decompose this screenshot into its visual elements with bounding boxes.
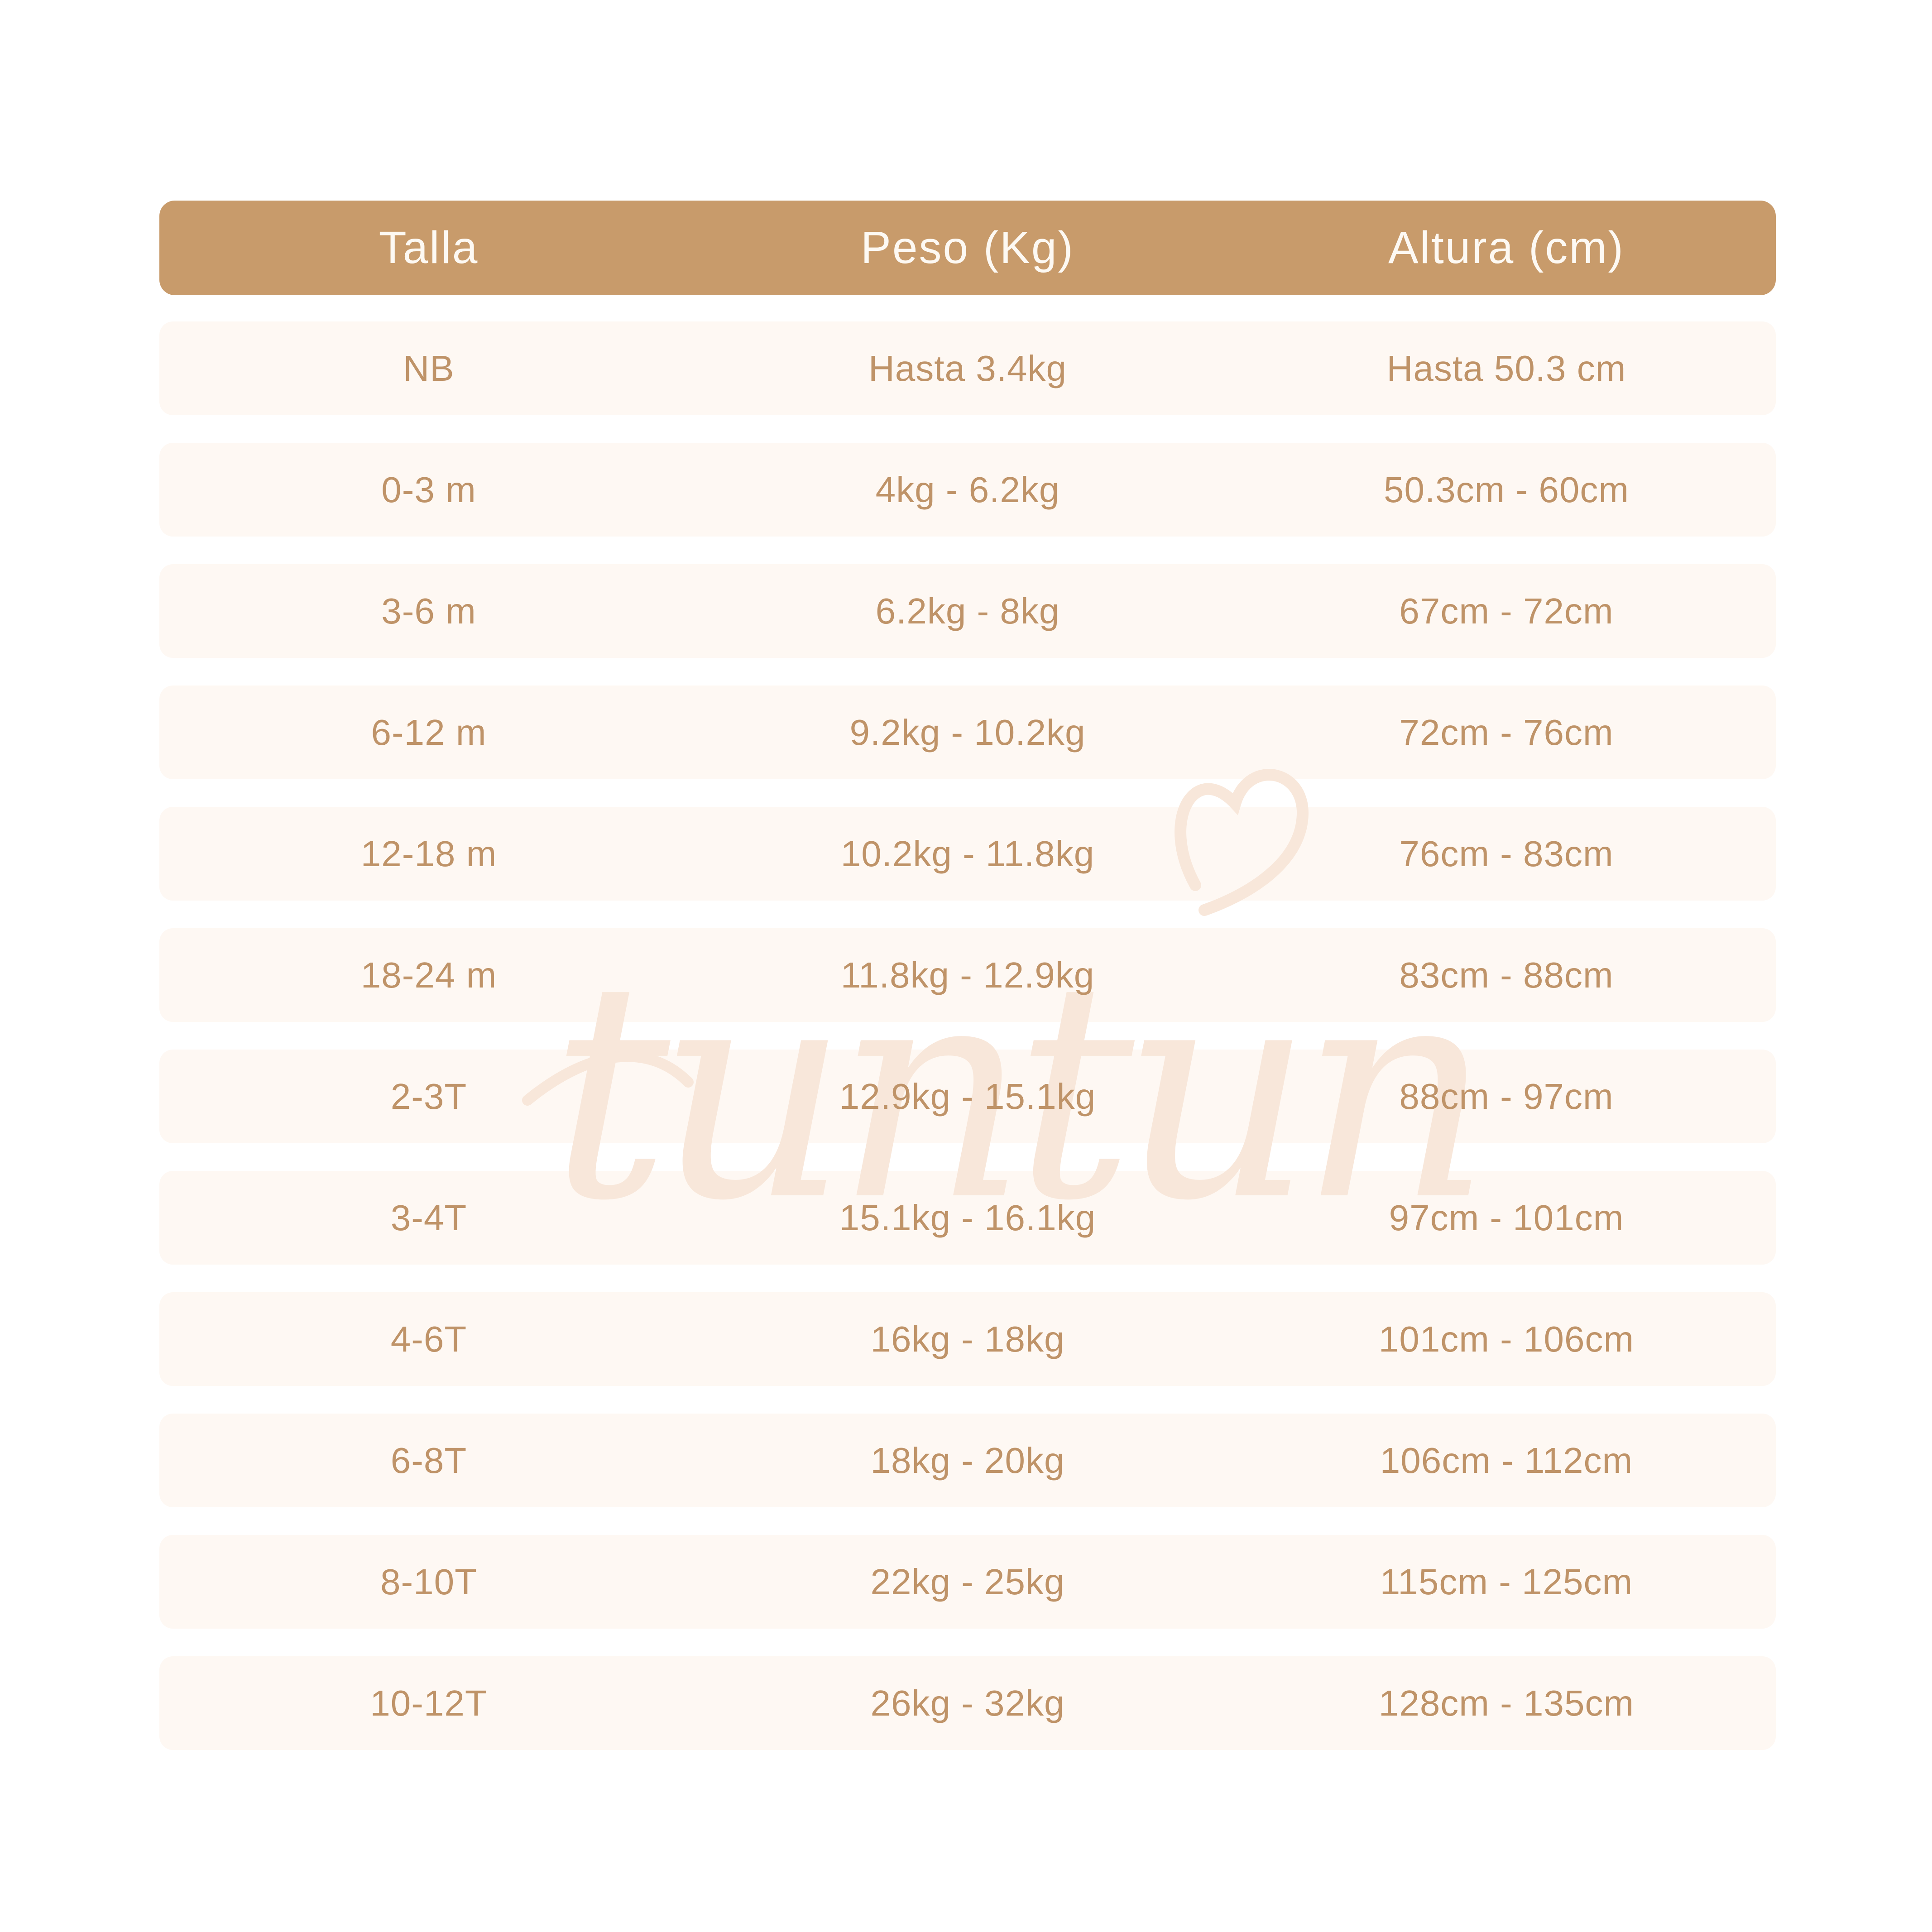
header-cell-talla: Talla xyxy=(379,222,479,273)
cell-peso: 16kg - 18kg xyxy=(870,1318,1065,1359)
cell-peso: Hasta 3.4kg xyxy=(868,348,1067,388)
cell-altura: 88cm - 97cm xyxy=(1399,1076,1614,1117)
table-row: 6-8T 18kg - 20kg 106cm - 112cm xyxy=(159,1414,1776,1507)
cell-altura: 67cm - 72cm xyxy=(1399,590,1614,631)
cell-altura: 72cm - 76cm xyxy=(1399,712,1614,753)
header-cell-peso: Peso (Kg) xyxy=(861,222,1074,273)
table-row: 10-12T 26kg - 32kg 128cm - 135cm xyxy=(159,1656,1776,1750)
cell-peso: 12.9kg - 15.1kg xyxy=(839,1076,1096,1117)
cell-peso: 11.8kg - 12.9kg xyxy=(840,954,1095,995)
table-row: 2-3T 12.9kg - 15.1kg 88cm - 97cm xyxy=(159,1050,1776,1143)
size-chart-table: Talla Peso (Kg) Altura (cm) NB Hasta 3.4… xyxy=(159,201,1776,1778)
cell-talla: 8-10T xyxy=(380,1561,477,1602)
cell-talla: 6-12 m xyxy=(371,712,487,753)
cell-peso: 18kg - 20kg xyxy=(870,1440,1065,1481)
table-row: 0-3 m 4kg - 6.2kg 50.3cm - 60cm xyxy=(159,443,1776,537)
cell-talla: 18-24 m xyxy=(360,954,497,995)
cell-peso: 4kg - 6.2kg xyxy=(875,469,1060,510)
table-row: 18-24 m 11.8kg - 12.9kg 83cm - 88cm xyxy=(159,928,1776,1022)
table-header-row: Talla Peso (Kg) Altura (cm) xyxy=(159,201,1776,295)
cell-peso: 6.2kg - 8kg xyxy=(875,590,1060,631)
cell-peso: 26kg - 32kg xyxy=(870,1683,1065,1723)
cell-talla: 2-3T xyxy=(390,1076,467,1117)
cell-altura: 83cm - 88cm xyxy=(1399,954,1614,995)
cell-talla: 6-8T xyxy=(390,1440,467,1481)
header-cell-altura: Altura (cm) xyxy=(1388,222,1625,273)
cell-talla: 4-6T xyxy=(390,1318,467,1359)
cell-talla: 10-12T xyxy=(370,1683,488,1723)
cell-peso: 22kg - 25kg xyxy=(870,1561,1065,1602)
cell-altura: 97cm - 101cm xyxy=(1389,1197,1624,1238)
table-row: 3-4T 15.1kg - 16.1kg 97cm - 101cm xyxy=(159,1171,1776,1265)
table-row: 8-10T 22kg - 25kg 115cm - 125cm xyxy=(159,1535,1776,1629)
cell-altura: 128cm - 135cm xyxy=(1378,1683,1635,1723)
cell-talla: 0-3 m xyxy=(381,469,476,510)
table-row: 3-6 m 6.2kg - 8kg 67cm - 72cm xyxy=(159,564,1776,658)
cell-talla: NB xyxy=(403,348,455,388)
cell-altura: 76cm - 83cm xyxy=(1399,833,1614,874)
cell-altura: 115cm - 125cm xyxy=(1380,1561,1633,1602)
table-row: NB Hasta 3.4kg Hasta 50.3 cm xyxy=(159,321,1776,415)
cell-peso: 9.2kg - 10.2kg xyxy=(849,712,1086,753)
table-row: 4-6T 16kg - 18kg 101cm - 106cm xyxy=(159,1292,1776,1386)
table-row: 6-12 m 9.2kg - 10.2kg 72cm - 76cm xyxy=(159,686,1776,779)
cell-talla: 3-6 m xyxy=(381,590,476,631)
cell-altura: 106cm - 112cm xyxy=(1380,1440,1633,1481)
cell-peso: 15.1kg - 16.1kg xyxy=(839,1197,1096,1238)
cell-altura: Hasta 50.3 cm xyxy=(1386,348,1626,388)
cell-peso: 10.2kg - 11.8kg xyxy=(840,833,1095,874)
cell-altura: 101cm - 106cm xyxy=(1378,1318,1635,1359)
cell-talla: 12-18 m xyxy=(360,833,497,874)
cell-talla: 3-4T xyxy=(390,1197,467,1238)
cell-altura: 50.3cm - 60cm xyxy=(1383,469,1630,510)
table-row: 12-18 m 10.2kg - 11.8kg 76cm - 83cm xyxy=(159,807,1776,901)
